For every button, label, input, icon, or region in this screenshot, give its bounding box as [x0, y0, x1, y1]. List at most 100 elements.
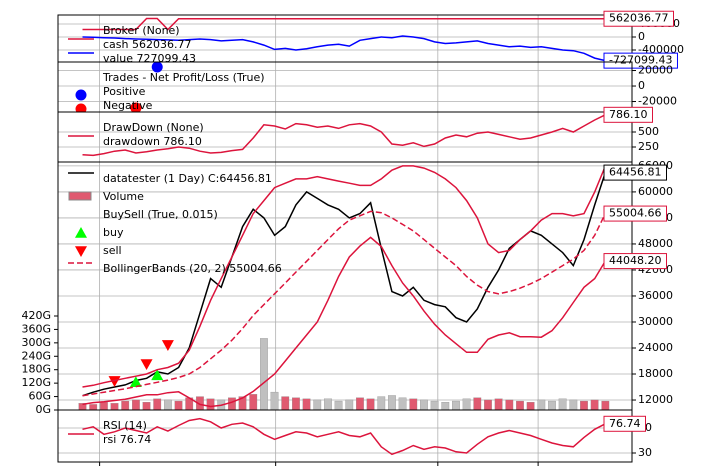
y2-tick-label: 240G: [21, 349, 51, 362]
volume-bar: [409, 398, 418, 410]
legend-marker: [75, 246, 87, 257]
volume-bar: [590, 399, 599, 410]
series-line: [82, 165, 606, 388]
end-label: 44048.20: [609, 254, 662, 267]
volume-bar: [430, 400, 439, 410]
y2-tick-label: 420G: [21, 309, 51, 322]
volume-bar: [206, 398, 215, 410]
legend-label: BollingerBands (20, 2) 55004.66: [103, 262, 282, 275]
volume-bar: [324, 398, 332, 410]
series-line: [82, 417, 606, 456]
volume-bar: [153, 398, 162, 410]
end-label-box: [603, 52, 678, 69]
volume-bar: [132, 399, 140, 410]
volume-bar: [302, 398, 311, 410]
end-label: 562036.77: [609, 12, 669, 25]
volume-bar: [228, 397, 236, 410]
series-line: [82, 35, 606, 62]
legend-label: Positive: [103, 85, 146, 98]
volume-bar: [537, 399, 546, 410]
volume-bar: [473, 397, 482, 410]
panel: RSI (14)rsi 76.74: [58, 410, 632, 462]
end-label: 64456.81: [609, 166, 662, 179]
volume-bar: [484, 399, 492, 410]
volume-bar: [334, 400, 343, 410]
y2-tick-label: 360G: [21, 322, 51, 335]
legend-label: value 727099.43: [103, 52, 196, 65]
volume-bar: [580, 400, 588, 410]
end-label-box: [603, 10, 674, 27]
end-label-box: [603, 164, 667, 181]
legend-label: Broker (None): [103, 24, 180, 37]
marker: [161, 340, 174, 351]
legend-marker: [75, 103, 87, 112]
legend-label: Trades - Net Profit/Loss (True): [102, 71, 265, 84]
volume-bar: [89, 404, 98, 410]
legend-label: Negative: [103, 99, 153, 112]
legend-label: sell: [103, 244, 122, 257]
legend-label: buy: [103, 226, 124, 239]
y-tick-label: -20000: [638, 95, 677, 108]
volume-bar: [174, 400, 183, 410]
volume-bar: [238, 396, 247, 410]
volume-bar: [249, 394, 258, 410]
y-tick-label: 250: [638, 140, 659, 153]
volume-bar: [164, 399, 172, 410]
volume-bar: [388, 395, 396, 410]
legend-marker: [75, 89, 87, 101]
y-tick-label: 30000: [638, 315, 673, 328]
series-line: [82, 236, 606, 408]
marker: [151, 369, 164, 381]
volume-bar: [398, 397, 407, 410]
volume-bar: [494, 398, 503, 410]
legend-marker: [75, 227, 87, 238]
y-tick-label: 60000: [638, 185, 673, 198]
end-label: 786.10: [609, 108, 648, 121]
volume-bar: [526, 402, 535, 410]
volume-bar: [196, 396, 204, 410]
marker: [130, 102, 142, 112]
volume-bar: [505, 399, 514, 410]
legend-label: cash 562036.77: [103, 38, 191, 51]
volume-bar: [292, 397, 300, 410]
marker: [108, 376, 121, 387]
end-label-box: [603, 205, 667, 222]
y2-tick-label: 60G: [28, 390, 51, 403]
volume-bar: [356, 397, 364, 410]
marker: [140, 359, 153, 371]
y2-tick-label: 300G: [21, 336, 51, 349]
legend-label: rsi 76.74: [103, 433, 151, 446]
y-tick-label: 36000: [638, 289, 673, 302]
panel: datatester (1 Day) C:64456.81 Volume BuySe…: [58, 162, 632, 410]
volume-bar: [345, 399, 354, 410]
volume-bar: [99, 402, 108, 410]
legend-label: DrawDown (None): [103, 121, 204, 134]
marker: [129, 376, 142, 388]
y-tick-label: 0: [638, 30, 645, 43]
volume-bar: [558, 398, 567, 410]
series-line: [82, 114, 606, 157]
end-label-box: [603, 106, 653, 123]
legend-label: RSI (14): [103, 419, 147, 432]
volume-bar: [270, 391, 279, 410]
volume-bar: [281, 396, 290, 410]
end-label-box: [603, 415, 646, 432]
y2-tick-label: 120G: [21, 376, 51, 389]
panel-frame: [57, 409, 633, 463]
legend-label: Volume: [103, 190, 144, 203]
series-line: [82, 17, 606, 31]
y-tick-label: 0: [638, 79, 645, 92]
y2-tick-label: 180G: [21, 363, 51, 376]
volume-bar: [260, 338, 268, 410]
y-tick-label: 18000: [638, 367, 673, 380]
volume-bar: [441, 402, 450, 410]
volume-bar: [516, 400, 524, 410]
y-tick-label: 20000: [638, 64, 673, 77]
volume-bar: [452, 400, 460, 410]
volume-bar: [313, 399, 322, 410]
end-label: 55004.66: [609, 207, 662, 220]
panel: DrawDown (None)drawdown 786.10: [58, 112, 632, 162]
volume-bar: [366, 398, 375, 410]
